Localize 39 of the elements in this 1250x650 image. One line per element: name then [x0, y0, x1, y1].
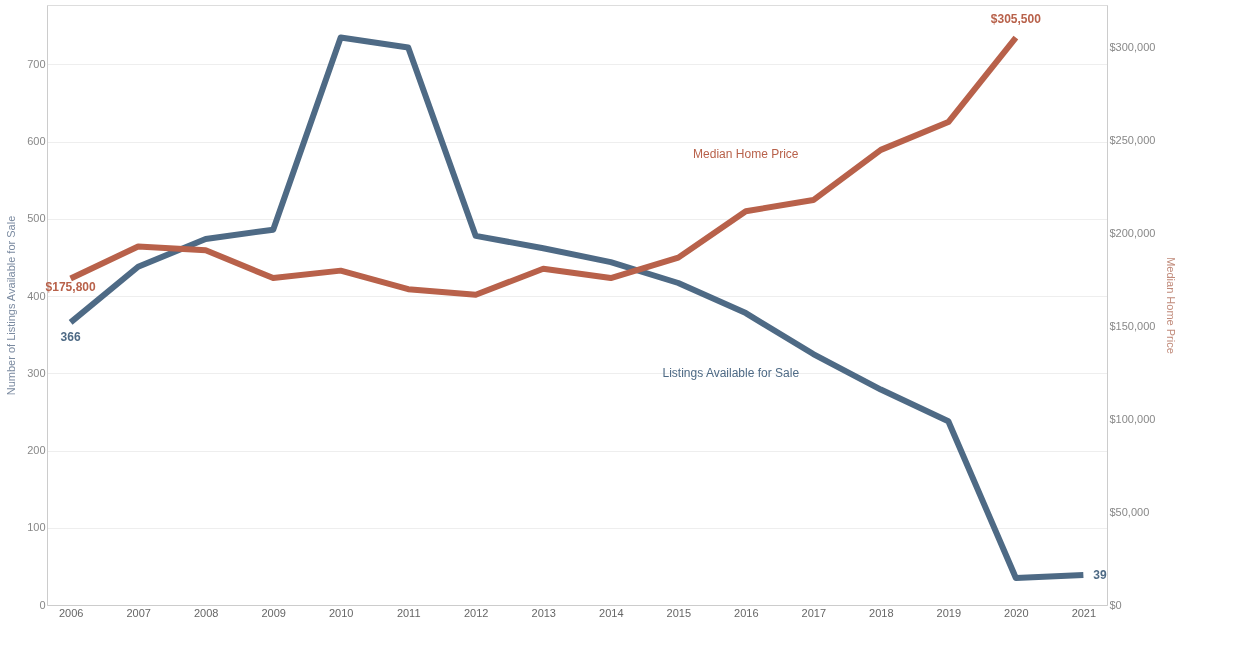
x-tick-label: 2013 [531, 606, 556, 619]
data-label: $175,800 [45, 280, 96, 295]
x-tick-label: 2019 [936, 606, 962, 619]
series-label: Listings Available for Sale [662, 366, 800, 381]
text: Median Home Price [693, 147, 799, 162]
y2-tick-label: $200,000 [1109, 226, 1156, 239]
y2-tick-label: $150,000 [1109, 319, 1156, 332]
data-label: $305,500 [990, 11, 1042, 26]
y2-axis-title: Median Home Price [1165, 257, 1178, 354]
x-tick-label: 2014 [599, 606, 624, 619]
x-tick-label: 2007 [126, 606, 151, 619]
y2-tick-label: $0 [1109, 598, 1122, 611]
y2-tick-label: $100,000 [1109, 412, 1156, 425]
x-tick-label: 2006 [58, 606, 84, 619]
y2-tick-label: $300,000 [1109, 41, 1156, 54]
x-tick-label: 2017 [801, 606, 827, 619]
x-tick-label: 2012 [463, 606, 489, 619]
y-tick-label: 500 [27, 212, 46, 225]
x-tick-label: 2008 [193, 606, 219, 619]
y-tick-label: 0 [39, 598, 46, 611]
x-tick-label: 2009 [261, 606, 286, 619]
y-tick-label: 600 [27, 135, 46, 148]
y-tick-label: 300 [27, 366, 46, 379]
y-tick-label: 400 [27, 289, 46, 302]
x-tick-label: 2020 [1004, 606, 1029, 619]
y-tick-label: 700 [27, 57, 46, 70]
data-label: 39 [1093, 567, 1108, 582]
y2-tick-label: $250,000 [1109, 134, 1156, 147]
x-tick-label: 2018 [869, 606, 894, 619]
y2-tick-label: $50,000 [1109, 505, 1150, 518]
y-tick-label: 100 [27, 521, 46, 534]
x-tick-label: 2016 [734, 606, 759, 619]
y-axis-title: Number of Listings Available for Sale [5, 215, 18, 396]
data-label: 366 [60, 330, 81, 345]
x-tick-label: 2011 [396, 606, 421, 619]
y-tick-label: 200 [27, 444, 46, 457]
x-tick-label: 2010 [328, 606, 354, 619]
x-tick-label: 2015 [666, 606, 692, 619]
x-tick-label: 2021 [1071, 606, 1097, 619]
